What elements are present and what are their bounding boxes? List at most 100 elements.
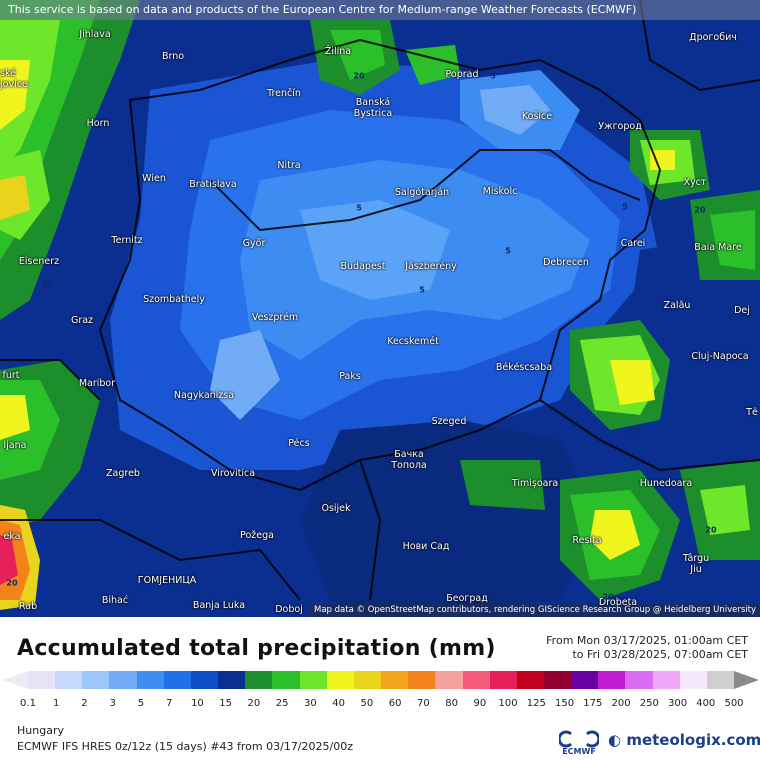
colorbar-swatch [706,671,735,689]
city-label: Debrecen [543,257,589,268]
colorbar-tick-label: 40 [332,698,345,709]
city-label: Nagykanizsa [173,390,235,401]
ecmwf-logo: ECMWF [557,730,601,758]
city-label: Kecskemét [387,336,439,347]
isoline-label: 20 [353,71,365,81]
city-label: Horn [86,118,110,129]
colorbar-swatch [571,671,599,689]
map-attribution: Map data © OpenStreetMap contributors, r… [310,604,760,617]
isoline-label: 5 [356,203,362,213]
forecast-period: From Mon 03/17/2025, 01:00am CET to Fri … [546,634,748,662]
colorbar-tick-label: 90 [473,698,487,709]
city-label: Zalău [663,300,691,311]
colorbar-tick-label: 10 [191,698,204,709]
city-label: Carei [620,238,646,249]
city-label: Eisenerz [18,256,60,267]
city-label: Dej [734,305,750,316]
colorbar-tick-label: 0.1 [20,698,36,709]
isoline-label: 5 [490,71,496,81]
colorbar-tick-label: 400 [696,698,716,709]
city-label: Graz [70,315,94,326]
city-label: Drobeta [598,597,638,608]
city-label: Бачка Топола [391,449,427,471]
city-label: Rab [18,601,38,612]
meteologix-text: meteologix.com [626,731,760,749]
ecmwf-logo-icon [557,730,601,748]
city-label: Virovitica [210,468,256,479]
city-label: furt [2,370,20,381]
isoline-label: 20 [42,280,54,290]
colorbar-swatch [326,671,354,689]
colorbar-tick-label: 20 [247,698,261,709]
city-label: Brno [161,51,185,62]
colorbar-swatch [652,671,680,689]
city-label: Miskolc [482,186,518,197]
colorbar-tick-label: 30 [304,698,317,709]
colorbar-swatch [543,671,572,689]
colorbar-swatch [598,671,626,689]
city-label: Wien [142,173,166,184]
city-label: Požega [240,530,274,541]
city-label: Trenčín [267,88,301,99]
colorbar-tick-label: 1 [53,698,60,709]
colorbar-swatch [55,671,83,689]
meteologix-icon: ◐ [608,731,622,749]
city-label: Banská Bystrica [353,97,393,119]
city-label: Győr [242,238,266,249]
colorbar-swatch [679,671,707,689]
city-label: Београд [446,593,488,604]
colorbar-swatch [190,671,219,689]
colorbar-swatch [408,671,436,689]
isoline-label: 5 [419,285,425,295]
city-label: Budapest [340,261,386,272]
model-info: ECMWF IFS HRES 0z/12z (15 days) #43 from… [17,740,353,753]
city-label: Târgu Jiu [682,553,710,575]
city-label: Тё [746,407,758,418]
city-label: Veszprém [251,312,299,323]
city-label: Maribor [78,378,116,389]
city-label: Нови Сад [402,541,450,552]
colorbar-swatch [381,671,409,689]
city-label: Bihać [101,595,129,606]
isoline-label: 20 [6,578,18,588]
city-label: Nitra [277,160,301,171]
city-label: Hunedoara [639,478,693,489]
city-label: eka [3,531,21,542]
colorbar-tick-label: 125 [526,698,546,709]
city-label: Timișoara [511,478,559,489]
colorbar-min-arrow [3,671,28,689]
data-source-notice: This service is based on data and produc… [0,0,760,20]
colorbar-swatch [82,671,110,689]
city-label: Bratislava [189,179,237,190]
isoline-label: 20 [602,592,614,602]
ecmwf-logo-text: ECMWF [562,747,596,756]
isoline-label: 5 [622,202,628,212]
colorbar-tick-label: 250 [639,698,659,709]
precipitation-map[interactable]: This service is based on data and produc… [0,0,760,617]
colorbar-swatch [218,671,246,689]
colorbar-tick-label: 5 [137,698,145,709]
city-label: Хуст [683,177,707,188]
city-label: Jihlava [79,29,111,40]
colorbar-tick-label: 7 [166,698,173,709]
city-label: Žilina [324,46,352,57]
city-label: Osijek [321,503,351,514]
city-label: Banja Luka [192,600,246,611]
city-label: Ternitz [111,235,143,246]
colorbar-swatch [516,671,544,689]
colorbar-ticks: 0.1 1 2 3 5 7 10 15 20 25 30 40 50 60 70 80 90 100 125 150 1… [20,698,744,712]
region-label: Hungary [17,724,64,737]
colorbar-tick-label: 150 [555,698,575,709]
colorbar-tick-label: 200 [611,698,631,709]
period-to: to Fri 03/28/2025, 07:00am CET [572,648,748,661]
meteologix-logo[interactable]: ◐ meteologix.com [608,731,760,749]
colorbar-tick-label: 300 [667,698,688,709]
colorbar-max-arrow [734,671,759,689]
city-label: ljana [3,440,27,451]
period-from: From Mon 03/17/2025, 01:00am CET [546,634,748,647]
colorbar-swatch [163,671,191,689]
city-label: Szombathely [143,294,205,305]
city-label: Ужгород [598,121,642,132]
city-label: Salgótarján [394,187,450,198]
colorbar-tick-label: 100 [498,698,518,709]
